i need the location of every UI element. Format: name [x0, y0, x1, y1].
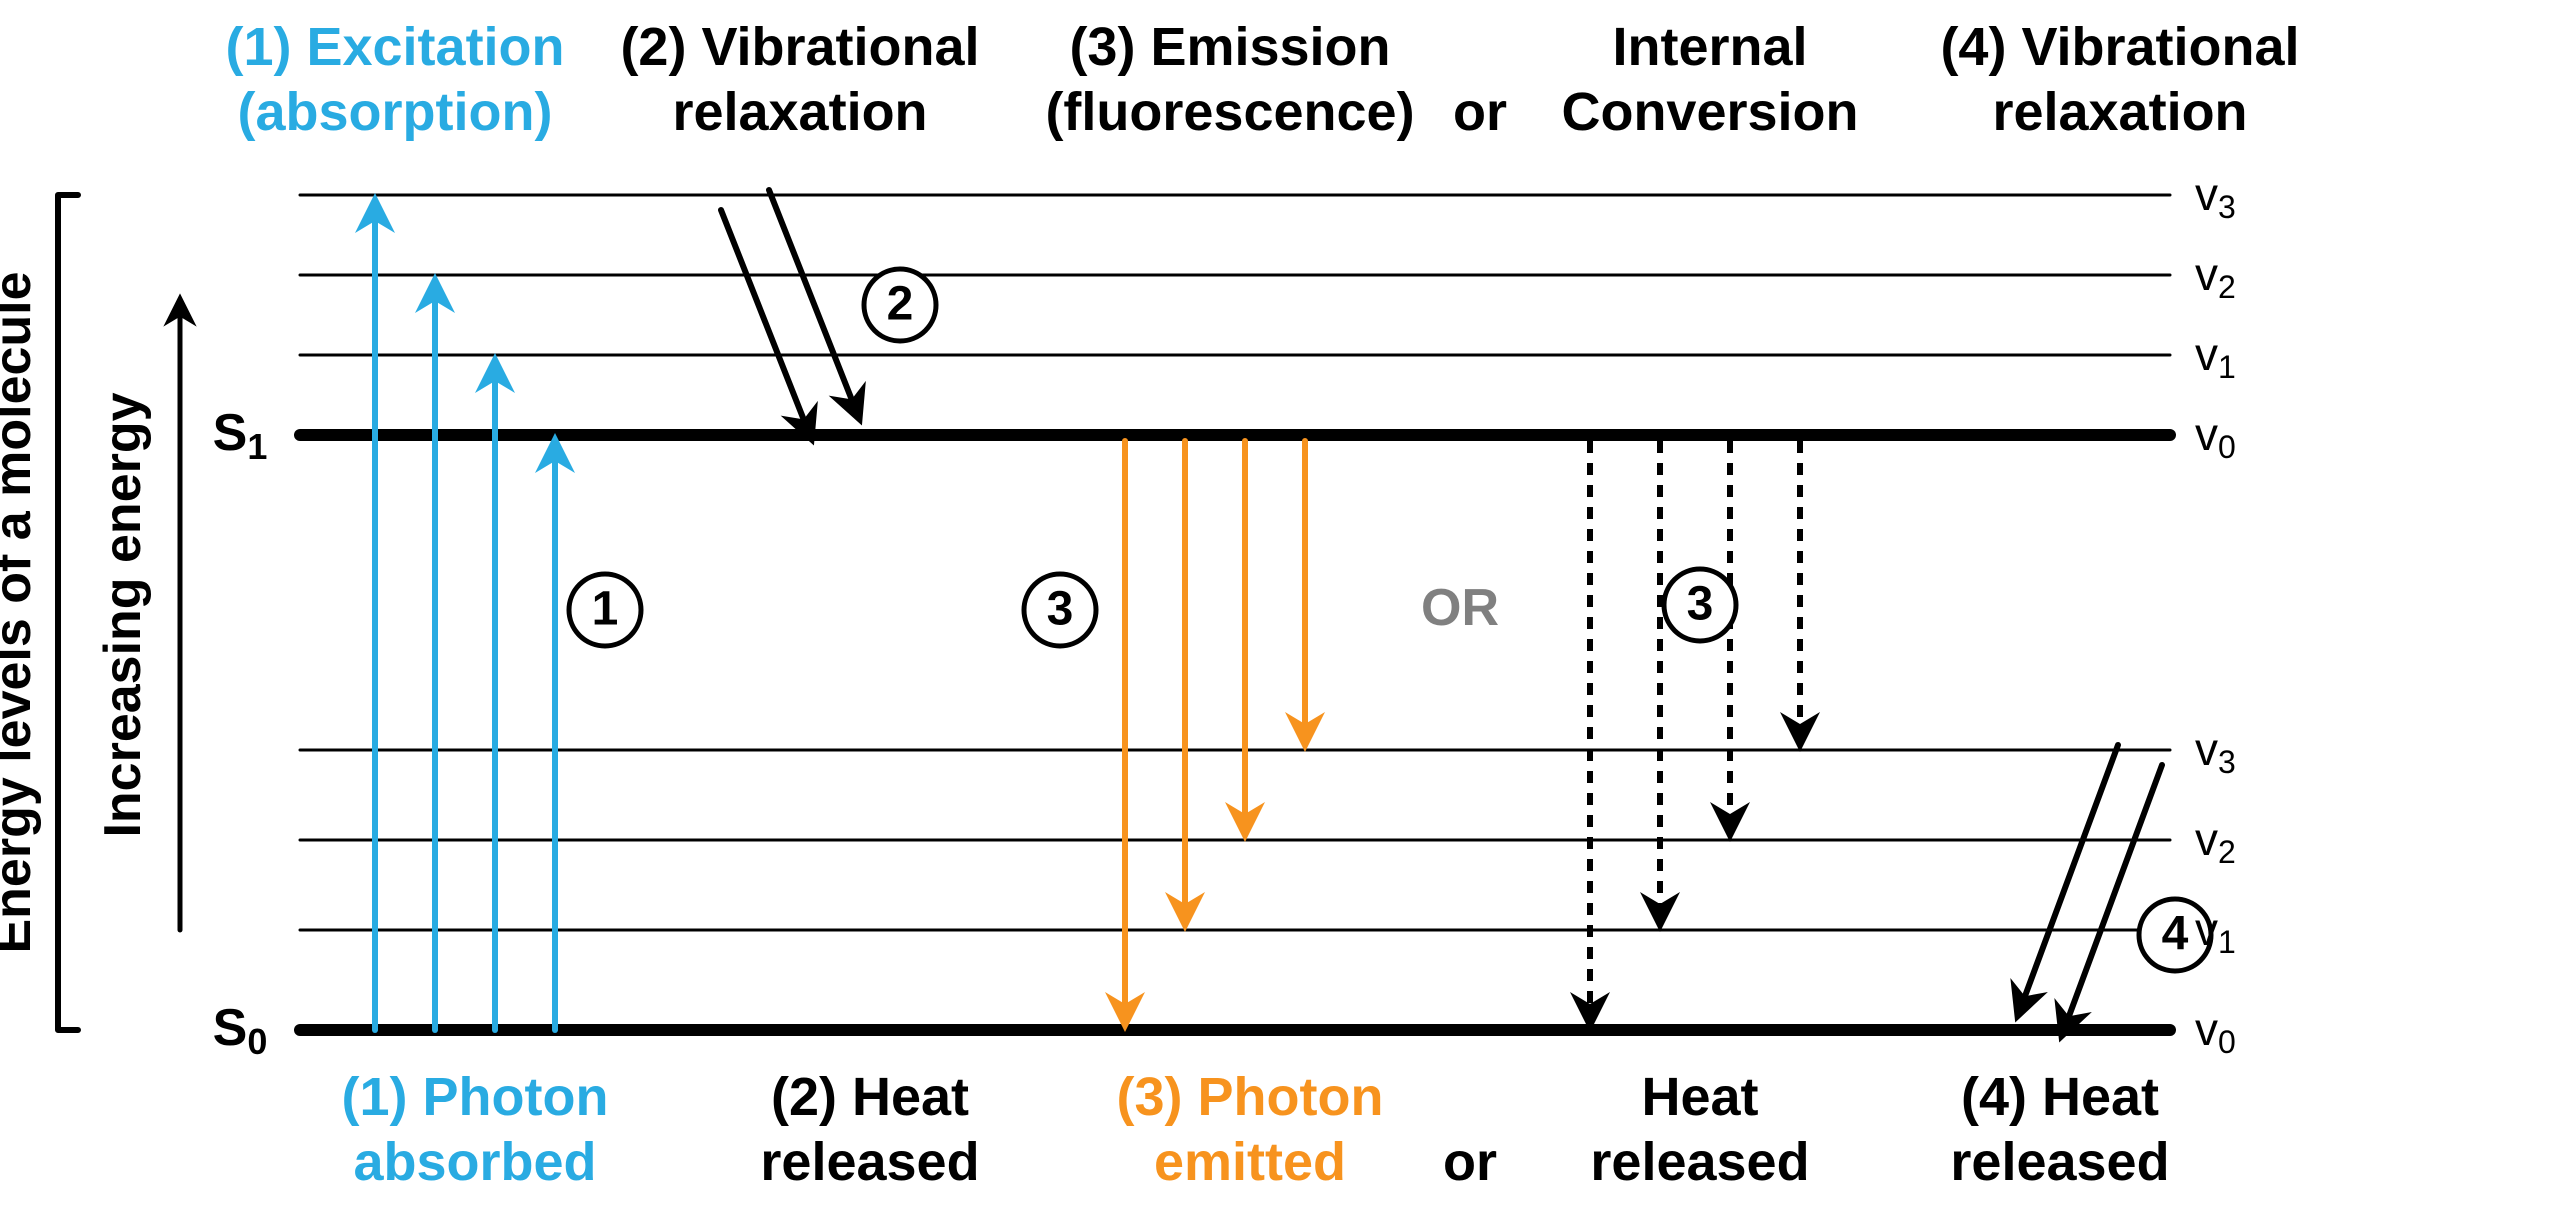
- energy-axis-title: Energy levels of a molecule: [0, 271, 42, 953]
- process-header: relaxation: [672, 82, 927, 142]
- vibrational-level-label: v1: [2195, 903, 2236, 960]
- process-header: (2) Vibrational: [620, 17, 979, 77]
- process-header: or: [1453, 82, 1507, 142]
- electronic-state-label: S0: [213, 999, 268, 1062]
- process-header: (1) Excitation: [225, 17, 564, 77]
- process-header: (absorption): [238, 82, 553, 142]
- vibrational-level-label: v1: [2195, 328, 2236, 385]
- process-header: Conversion: [1561, 82, 1858, 142]
- text-annotations: (1) Excitation(absorption) (2) Vibrationa…: [213, 17, 2300, 1192]
- vibrational-relaxation-arrow: [721, 210, 811, 438]
- electronic-state-label: S1: [213, 404, 268, 467]
- vibrational-level-label: v3: [2195, 723, 2236, 780]
- process-footer: absorbed: [353, 1132, 596, 1192]
- energy-axis: Energy levels of a molecule Increasing en…: [0, 195, 180, 1030]
- vibrational-level-label: v0: [2195, 1003, 2236, 1060]
- jablonski-diagram: 1 2 3 3 4 (1) Excitation(absorption) (2) Vibr…: [0, 0, 2560, 1208]
- process-footer: (1) Photon: [342, 1067, 609, 1127]
- increasing-energy-label: Increasing energy: [94, 392, 152, 837]
- process-header: (fluorescence): [1045, 82, 1414, 142]
- process-footer: (2) Heat: [771, 1067, 969, 1127]
- step-circle-number: 3: [1047, 583, 1074, 636]
- step-circle-number: 1: [592, 583, 619, 636]
- process-footer: or: [1443, 1132, 1497, 1192]
- vibrational-relaxation-arrow: [769, 190, 859, 418]
- process-footer: (3) Photon: [1117, 1067, 1384, 1127]
- process-footer: released: [1590, 1132, 1809, 1192]
- step-circle-number: 4: [2162, 908, 2189, 961]
- step-number-circles: 1 2 3 3 4: [569, 269, 2211, 971]
- process-header: (3) Emission: [1069, 17, 1390, 77]
- vibrational-level-label: v2: [2195, 813, 2236, 870]
- process-header: Internal: [1612, 17, 1807, 77]
- process-footer: released: [1950, 1132, 2169, 1192]
- process-header: relaxation: [1992, 82, 2247, 142]
- step-circle-number: 3: [1687, 578, 1714, 631]
- process-header: (4) Vibrational: [1940, 17, 2299, 77]
- step-circle-number: 2: [887, 278, 914, 331]
- vibrational-relaxation-arrow: [2018, 745, 2118, 1015]
- process-footer: released: [760, 1132, 979, 1192]
- energy-axis-bracket: [58, 195, 78, 1030]
- or-label: OR: [1421, 579, 1499, 637]
- process-footer: emitted: [1154, 1132, 1346, 1192]
- process-footer: (4) Heat: [1961, 1067, 2159, 1127]
- vibrational-level-label: v2: [2195, 248, 2236, 305]
- process-footer: Heat: [1641, 1067, 1758, 1127]
- vibrational-relaxation-arrow: [2062, 765, 2162, 1035]
- vibrational-level-label: v3: [2195, 168, 2236, 225]
- vibrational-level-label: v0: [2195, 408, 2236, 465]
